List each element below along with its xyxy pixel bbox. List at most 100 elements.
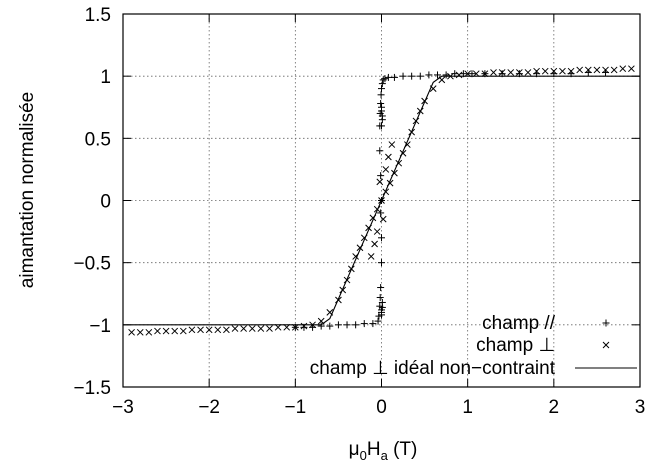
data-point-cross — [373, 228, 381, 235]
series-line — [123, 75, 640, 326]
data-point-plus — [377, 172, 385, 180]
data-point-cross — [171, 327, 179, 335]
data-point-cross — [240, 325, 247, 332]
x-tick-label: 2 — [549, 397, 560, 418]
legend-label: champ // — [482, 313, 556, 334]
data-point-plus — [377, 284, 385, 292]
data-point-plus — [378, 80, 386, 88]
data-point-cross — [154, 327, 161, 335]
data-point-plus — [317, 322, 325, 330]
legend: champ //champ ⊥champ ⊥ idéal non−contrai… — [310, 313, 637, 379]
data-point-plus — [442, 71, 450, 79]
legend-sample-plus — [602, 319, 610, 327]
data-point-plus — [390, 73, 398, 81]
data-point-plus — [377, 100, 385, 108]
y-axis-label: aimantation normalisée — [17, 92, 38, 288]
legend-label: champ ⊥ idéal non−contraint — [310, 358, 556, 379]
legend-entry-1: champ ⊥ — [476, 335, 610, 356]
legend-sample-cross — [602, 341, 610, 349]
data-point-cross — [507, 69, 515, 76]
data-point-cross — [593, 66, 601, 74]
x-axis-label: μ0Ha (T) — [349, 439, 418, 463]
y-tick-label: −0.5 — [73, 254, 111, 275]
data-point-cross — [455, 71, 463, 79]
data-point-cross — [300, 322, 308, 330]
data-point-cross — [205, 326, 213, 334]
data-point-cross — [388, 141, 396, 148]
data-point-cross — [533, 67, 540, 75]
data-point-cross — [490, 69, 497, 76]
data-point-cross — [145, 328, 153, 336]
y-tick-label: −1.5 — [73, 378, 111, 399]
x-tick-label: 0 — [376, 397, 387, 418]
data-point-plus — [378, 259, 385, 267]
series-layer — [123, 65, 640, 336]
data-point-plus — [378, 107, 385, 115]
data-point-cross — [162, 327, 170, 335]
data-point-cross — [257, 325, 265, 332]
data-point-plus — [326, 322, 334, 330]
x-tick-label: −1 — [284, 397, 306, 418]
series-0 — [291, 68, 610, 331]
data-point-plus — [374, 317, 382, 325]
data-point-plus — [378, 85, 385, 93]
x-axis-label-suba: a — [381, 448, 389, 463]
data-point-plus — [434, 71, 442, 79]
legend-entry-0: champ // — [482, 313, 610, 334]
data-point-plus — [425, 71, 433, 79]
data-point-cross — [385, 153, 392, 161]
data-point-cross — [584, 66, 592, 74]
data-point-plus — [352, 321, 360, 329]
data-point-cross — [382, 166, 390, 173]
data-point-cross — [371, 240, 378, 248]
data-point-cross — [248, 325, 256, 332]
data-point-plus — [369, 320, 377, 328]
data-point-plus — [379, 76, 387, 84]
data-point-cross — [559, 67, 566, 75]
data-point-plus — [408, 72, 416, 80]
y-tick-label: 0 — [100, 192, 111, 213]
axis-ticks: −3 −2 −1 0 1 2 3 −1.5 −1 −0.5 0 0.5 1 1.5 — [73, 5, 645, 418]
data-point-cross — [197, 326, 204, 334]
y-tick-label: 0.5 — [85, 129, 111, 150]
data-point-cross — [188, 326, 196, 334]
x-tick-label: −2 — [198, 397, 220, 418]
x-axis-label-sub0: 0 — [360, 448, 367, 463]
x-axis-label-unit: (T) — [388, 439, 418, 460]
data-point-cross — [376, 178, 384, 186]
x-tick-label: −3 — [112, 397, 134, 418]
data-point-plus — [378, 116, 386, 124]
x-tick-label: 1 — [462, 397, 473, 418]
data-point-cross — [214, 326, 222, 334]
data-point-plus — [381, 75, 389, 83]
data-point-cross — [628, 65, 635, 73]
data-point-plus — [360, 320, 368, 328]
series-2 — [123, 75, 640, 326]
data-point-cross — [367, 253, 375, 260]
x-tick-label: 3 — [635, 397, 646, 418]
legend-label: champ ⊥ — [476, 335, 555, 356]
data-point-cross — [379, 215, 387, 223]
data-point-cross — [223, 326, 230, 334]
data-point-cross — [610, 66, 618, 74]
data-point-cross — [550, 67, 558, 75]
data-point-cross — [231, 325, 239, 332]
y-tick-label: 1.5 — [85, 5, 111, 26]
data-point-cross — [498, 69, 506, 76]
data-point-cross — [128, 328, 135, 336]
x-axis-label-mu: μ — [349, 439, 360, 460]
legend-entry-2: champ ⊥ idéal non−contraint — [310, 358, 637, 379]
y-tick-label: 1 — [100, 67, 111, 88]
data-point-plus — [399, 72, 407, 80]
data-point-plus — [378, 234, 385, 242]
x-axis-label-h: H — [367, 439, 381, 460]
data-point-cross — [516, 69, 523, 76]
data-point-plus — [378, 122, 385, 130]
data-point-plus — [384, 73, 392, 81]
data-point-cross — [602, 66, 609, 74]
data-point-plus — [376, 293, 384, 301]
y-tick-label: −1 — [89, 316, 111, 337]
data-point-plus — [378, 298, 386, 306]
data-point-plus — [334, 321, 342, 329]
